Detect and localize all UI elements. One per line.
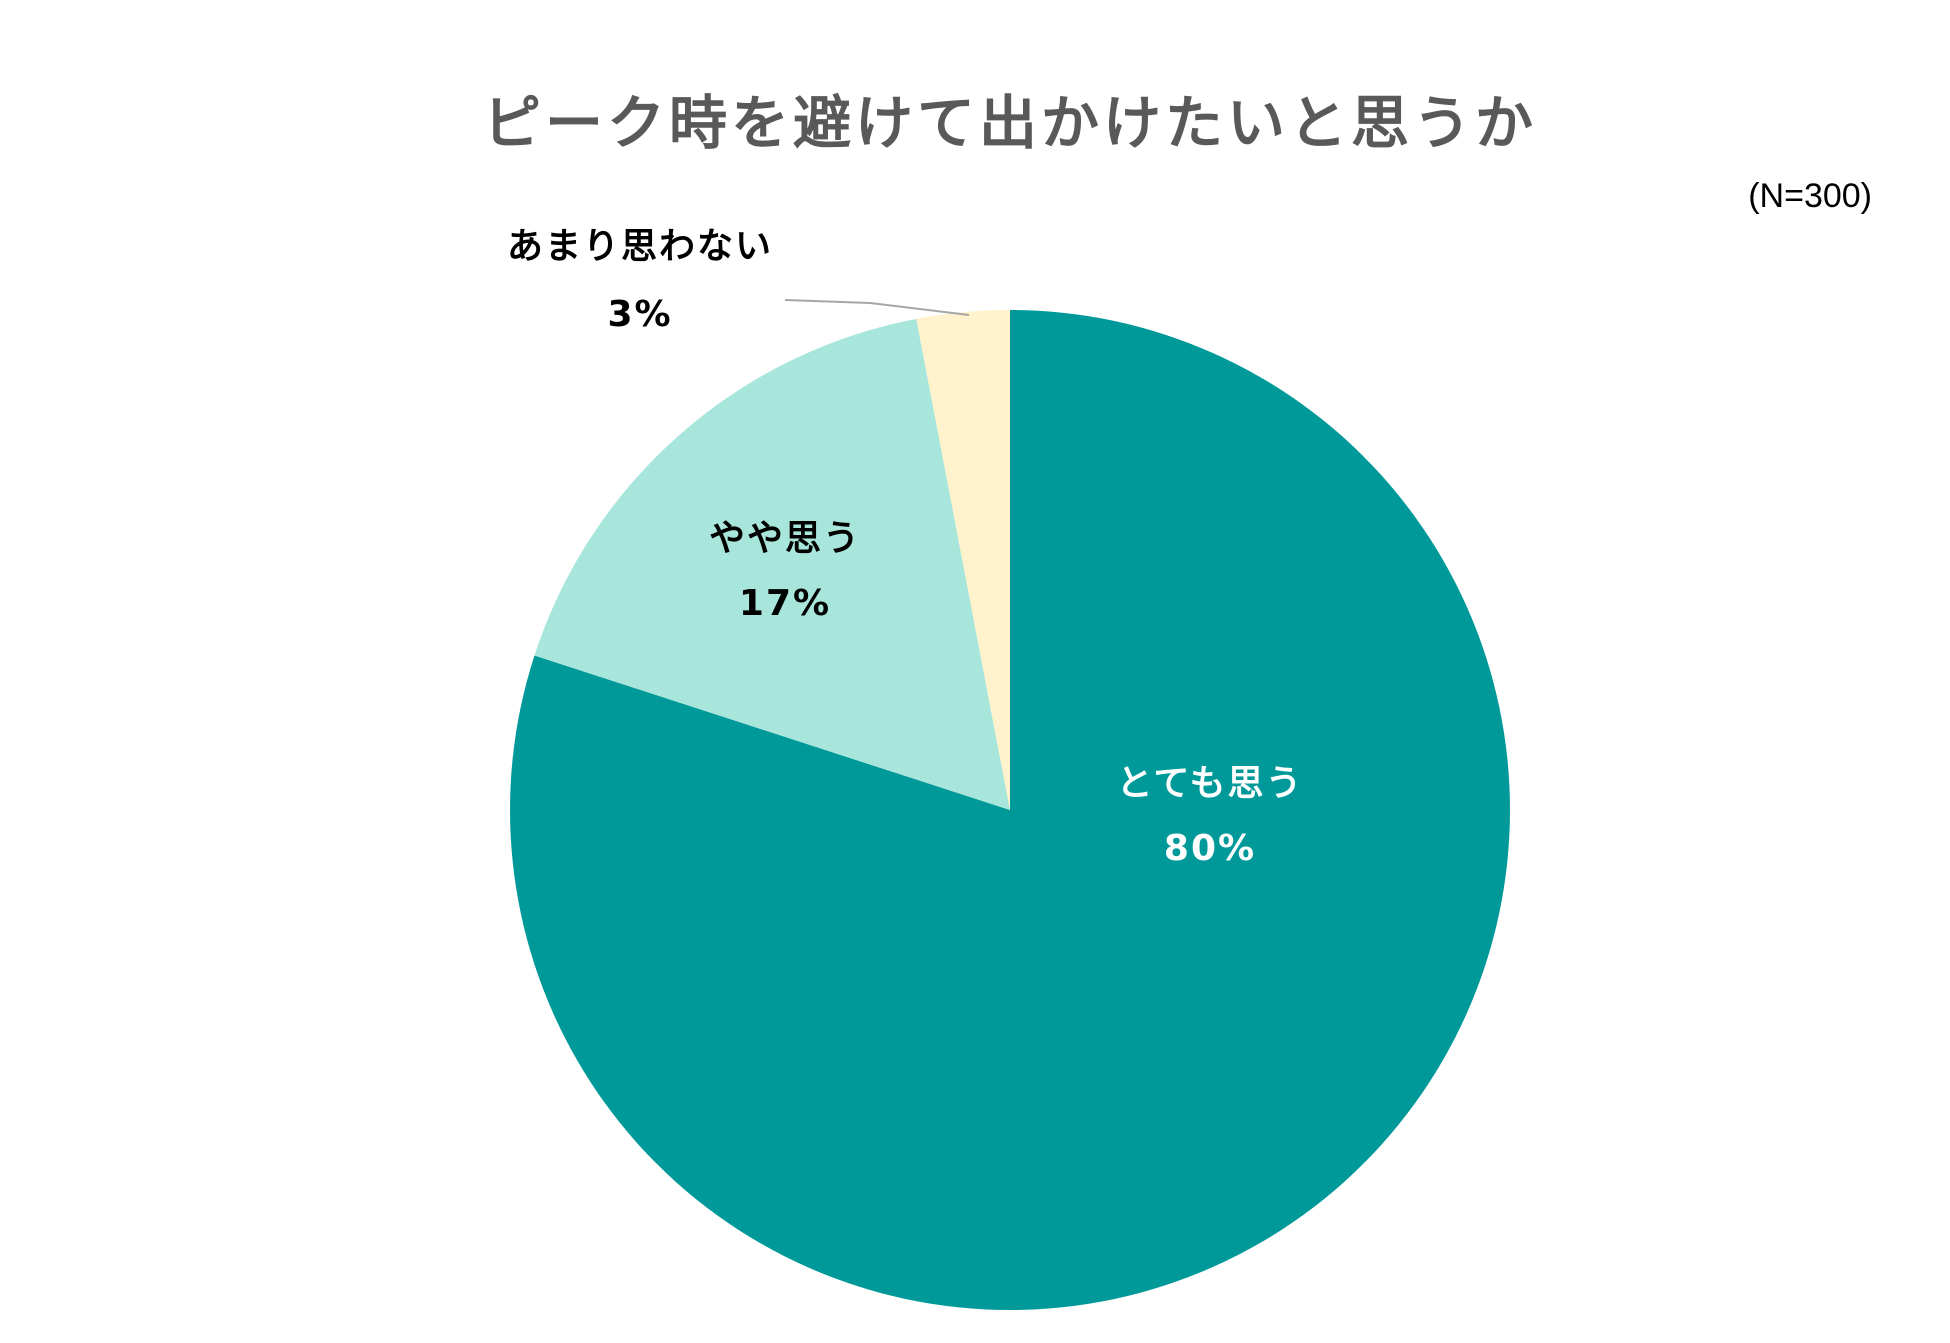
slice-label: とても思う	[1116, 763, 1303, 804]
sample-size-note: (N=300)	[1748, 177, 1872, 215]
slice-label: あまり思わない	[507, 226, 773, 267]
slice-label: やや思う	[709, 518, 861, 559]
slice-value-label: 17%	[739, 583, 831, 624]
leader-line	[784, 299, 970, 316]
slice-value-label: 3%	[607, 294, 672, 335]
pie-slice	[916, 310, 1010, 810]
pie-slice	[534, 318, 1010, 810]
chart-title: ピーク時を避けて出かけたいと思うか	[483, 89, 1537, 157]
slice-value-label: 80%	[1164, 828, 1256, 869]
